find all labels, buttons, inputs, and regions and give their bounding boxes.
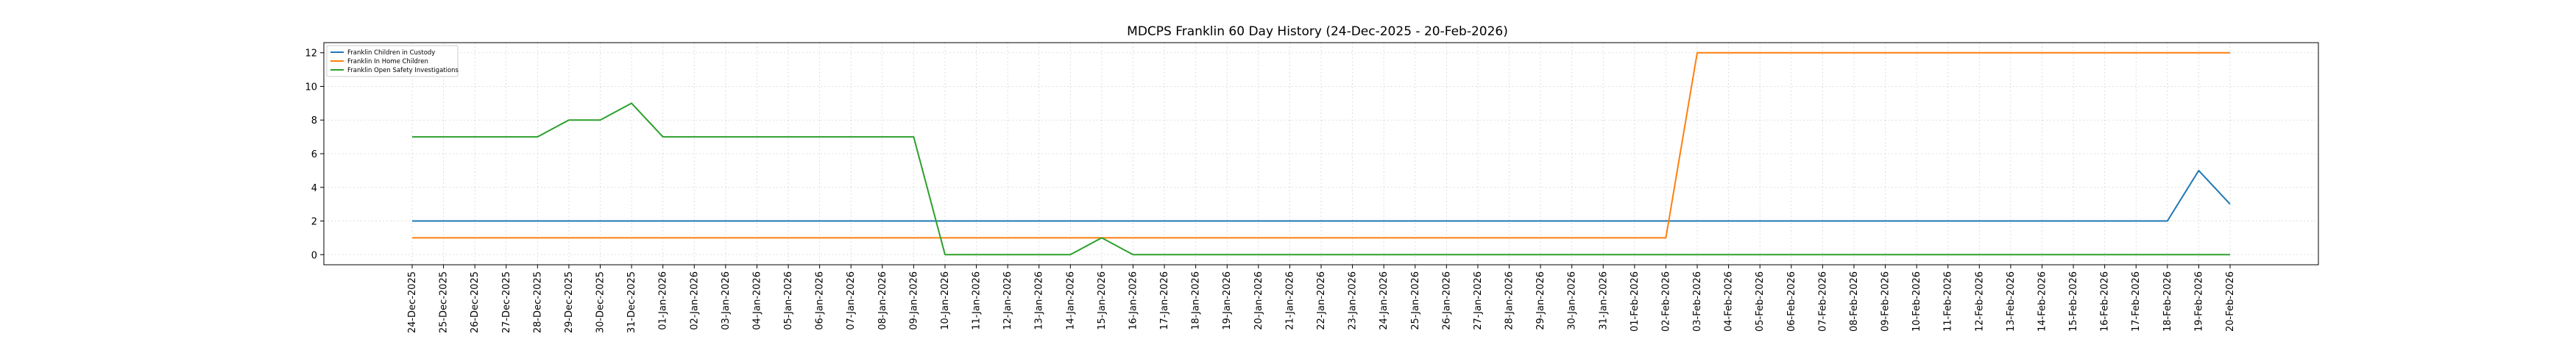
x-tick-label: 24-Jan-2026 bbox=[1379, 271, 1390, 330]
x-tick-label: 06-Feb-2026 bbox=[1786, 271, 1797, 332]
x-tick-label: 24-Dec-2025 bbox=[407, 271, 418, 333]
x-tick-label: 16-Jan-2026 bbox=[1128, 271, 1139, 330]
chart-title: MDCPS Franklin 60 Day History (24-Dec-20… bbox=[1127, 24, 1508, 39]
legend-label: Franklin In Home Children bbox=[347, 58, 428, 65]
x-tick-label: 14-Jan-2026 bbox=[1065, 271, 1076, 330]
x-tick-label: 06-Jan-2026 bbox=[815, 271, 826, 330]
x-tick-label: 23-Jan-2026 bbox=[1348, 271, 1359, 330]
x-tick-label: 09-Jan-2026 bbox=[908, 271, 919, 330]
x-tick-label: 26-Jan-2026 bbox=[1441, 271, 1452, 330]
x-tick-label: 15-Feb-2026 bbox=[2068, 271, 2079, 332]
x-tick-label: 29-Dec-2025 bbox=[564, 271, 575, 333]
x-tick-label: 11-Jan-2026 bbox=[972, 271, 983, 330]
x-tick-label: 20-Feb-2026 bbox=[2225, 271, 2236, 332]
x-tick-label: 08-Jan-2026 bbox=[877, 271, 888, 330]
y-tick-label: 10 bbox=[305, 82, 317, 93]
y-tick-label: 2 bbox=[311, 217, 317, 228]
x-tick-label: 13-Jan-2026 bbox=[1034, 271, 1045, 330]
legend-label: Franklin Open Safety Investigations bbox=[347, 67, 459, 74]
x-tick-label: 15-Jan-2026 bbox=[1097, 271, 1108, 330]
x-tick-label: 27-Jan-2026 bbox=[1473, 271, 1484, 330]
x-tick-label: 02-Jan-2026 bbox=[689, 271, 700, 330]
x-tick-label: 22-Jan-2026 bbox=[1316, 271, 1327, 330]
grid bbox=[324, 43, 2318, 265]
x-axis: 24-Dec-2025 25-Dec-2025 26-Dec-2025 27-Dec-… bbox=[407, 265, 2236, 333]
series-line bbox=[412, 169, 2231, 222]
x-tick-label: 11-Feb-2026 bbox=[1943, 271, 1954, 332]
y-axis: 0 2 4 6 8 10 12 bbox=[305, 49, 324, 261]
x-tick-label: 09-Feb-2026 bbox=[1880, 271, 1892, 332]
x-tick-label: 01-Feb-2026 bbox=[1630, 271, 1641, 332]
x-tick-label: 04-Feb-2026 bbox=[1724, 271, 1735, 332]
x-tick-label: 10-Jan-2026 bbox=[940, 271, 951, 330]
series-lines bbox=[412, 51, 2231, 256]
x-tick-label: 29-Jan-2026 bbox=[1535, 271, 1546, 330]
x-tick-label: 05-Feb-2026 bbox=[1755, 271, 1766, 332]
x-tick-label: 03-Jan-2026 bbox=[721, 271, 732, 330]
x-tick-label: 04-Jan-2026 bbox=[751, 271, 762, 330]
x-tick-label: 25-Jan-2026 bbox=[1410, 271, 1421, 330]
x-tick-label: 03-Feb-2026 bbox=[1692, 271, 1703, 332]
x-tick-label: 31-Dec-2025 bbox=[626, 271, 637, 333]
x-tick-label: 02-Feb-2026 bbox=[1660, 271, 1671, 332]
y-tick-label: 8 bbox=[311, 115, 317, 126]
x-tick-label: 05-Jan-2026 bbox=[783, 271, 794, 330]
x-tick-label: 21-Jan-2026 bbox=[1284, 271, 1295, 330]
x-tick-label: 30-Dec-2025 bbox=[595, 271, 606, 333]
y-tick-label: 0 bbox=[311, 250, 317, 261]
x-tick-label: 07-Feb-2026 bbox=[1817, 271, 1828, 332]
x-tick-label: 16-Feb-2026 bbox=[2100, 271, 2111, 332]
legend-label: Franklin Children in Custody bbox=[347, 49, 435, 57]
y-tick-label: 4 bbox=[311, 183, 317, 194]
x-tick-label: 20-Jan-2026 bbox=[1253, 271, 1264, 330]
series-line bbox=[412, 102, 2230, 256]
x-tick-label: 17-Feb-2026 bbox=[2131, 271, 2142, 332]
x-tick-label: 31-Jan-2026 bbox=[1598, 271, 1609, 330]
x-tick-label: 26-Dec-2025 bbox=[470, 271, 481, 333]
x-tick-label: 12-Jan-2026 bbox=[1002, 271, 1013, 330]
series-line bbox=[412, 51, 2230, 239]
y-tick-label: 12 bbox=[305, 49, 317, 60]
y-tick-label: 6 bbox=[311, 149, 317, 160]
x-tick-label: 07-Jan-2026 bbox=[846, 271, 857, 330]
x-tick-label: 28-Dec-2025 bbox=[532, 271, 543, 333]
x-tick-label: 18-Feb-2026 bbox=[2162, 271, 2173, 332]
x-tick-label: 17-Jan-2026 bbox=[1159, 271, 1170, 330]
x-tick-label: 10-Feb-2026 bbox=[1911, 271, 1922, 332]
x-tick-label: 25-Dec-2025 bbox=[439, 271, 450, 333]
x-tick-label: 30-Jan-2026 bbox=[1567, 271, 1578, 330]
x-tick-label: 27-Dec-2025 bbox=[501, 271, 512, 333]
x-tick-label: 12-Feb-2026 bbox=[1974, 271, 1985, 332]
x-tick-label: 18-Jan-2026 bbox=[1191, 271, 1202, 330]
x-tick-label: 28-Jan-2026 bbox=[1504, 271, 1515, 330]
x-tick-label: 19-Jan-2026 bbox=[1222, 271, 1233, 330]
x-tick-label: 01-Jan-2026 bbox=[658, 271, 669, 330]
x-tick-label: 08-Feb-2026 bbox=[1849, 271, 1860, 332]
x-tick-label: 14-Feb-2026 bbox=[2037, 271, 2048, 332]
x-tick-label: 19-Feb-2026 bbox=[2193, 271, 2204, 332]
x-tick-label: 13-Feb-2026 bbox=[2006, 271, 2017, 332]
legend-box bbox=[326, 45, 459, 77]
